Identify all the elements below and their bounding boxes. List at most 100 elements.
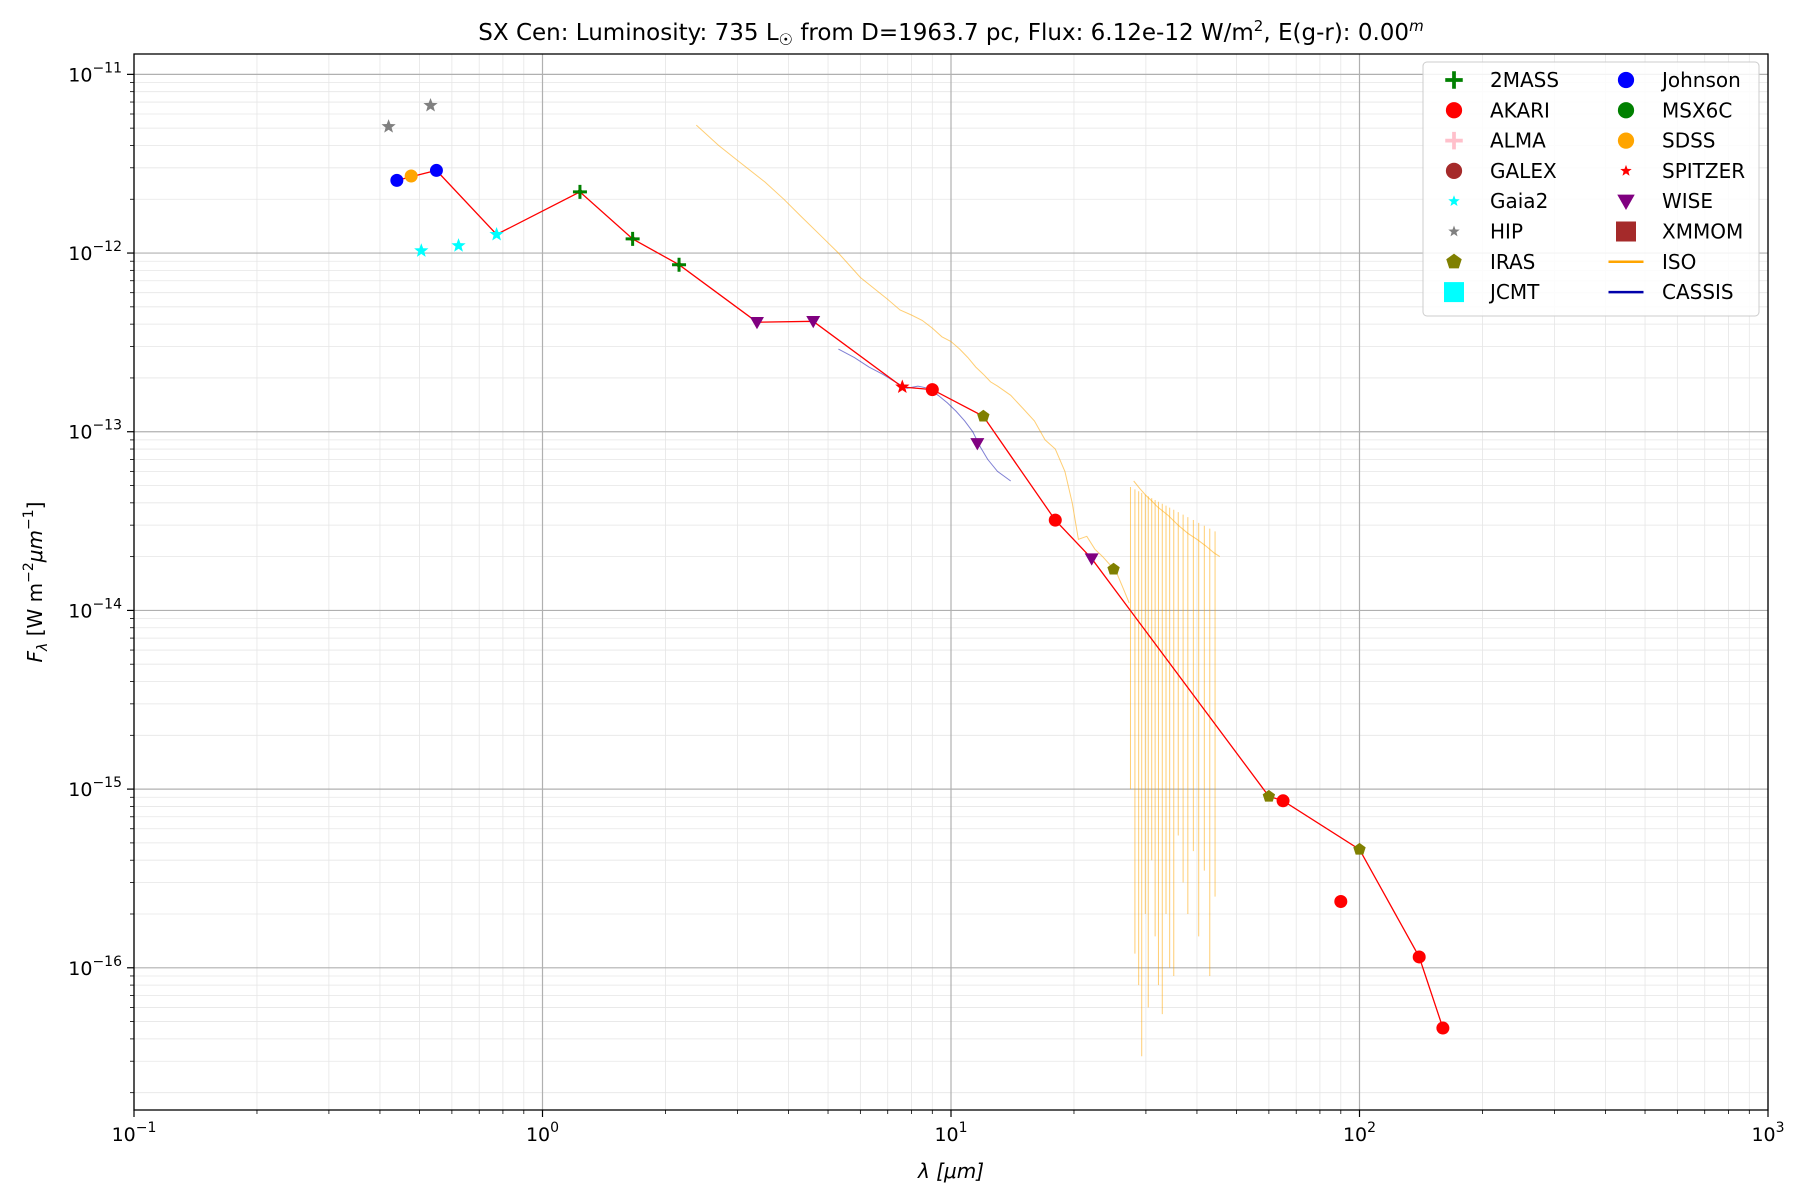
- spitzer-points: [895, 379, 910, 394]
- iso-spectrum: [1133, 480, 1221, 558]
- legend-marker-iras: [1446, 253, 1462, 269]
- legend-label: ALMA: [1490, 129, 1546, 153]
- legend: 2MASS AKARI ALMA GALEX Gaia2 HIP IRAS JCMT Johns…: [1422, 61, 1760, 317]
- legend-entry-galex: GALEX: [1445, 159, 1557, 183]
- 2mass-point: [625, 231, 640, 246]
- iso-noise-spikes: [1129, 487, 1216, 1057]
- legend-marker-2mass: [1445, 71, 1463, 89]
- legend-label: GALEX: [1490, 159, 1557, 183]
- 2mass-points: [572, 184, 687, 272]
- wise-point: [749, 316, 764, 330]
- spitzer-point: [895, 379, 910, 394]
- ticks-layer: [127, 73, 1769, 1117]
- legend-marker-hip: [1448, 225, 1460, 237]
- legend-entry-spitzer: SPITZER: [1620, 159, 1745, 183]
- legend-entry-cassis: CASSIS: [1608, 280, 1734, 304]
- akari-point: [925, 383, 939, 397]
- iras-point: [1353, 842, 1366, 855]
- akari-point: [1412, 950, 1426, 964]
- iso-spectrum: [695, 124, 1130, 604]
- wise-point: [1084, 553, 1099, 566]
- legend-label: AKARI: [1490, 98, 1550, 122]
- legend-box: [1422, 61, 1760, 317]
- legend-entry-gaia2: Gaia2: [1448, 189, 1548, 213]
- legend-entry-sdss: SDSS: [1617, 129, 1716, 153]
- chart-title: SX Cen: Luminosity: 735 L☉ from D=1963.7…: [478, 17, 1423, 49]
- legend-marker-xmmom: [1616, 221, 1636, 242]
- legend-label: WISE: [1662, 189, 1713, 213]
- hip-points: [381, 97, 438, 133]
- legend-label: Johnson: [1660, 68, 1741, 92]
- iras-points: [977, 409, 1366, 855]
- gaia2-points: [414, 227, 504, 257]
- hip-point: [423, 97, 438, 112]
- akari-point: [1048, 513, 1062, 527]
- legend-label: IRAS: [1490, 250, 1535, 274]
- y-tick-label: 10−12: [68, 239, 122, 265]
- wise-points: [749, 316, 1099, 566]
- legend-entry-hip: HIP: [1448, 220, 1523, 244]
- y-tick-label: 10−16: [68, 954, 122, 980]
- legend-label: CASSIS: [1662, 280, 1734, 304]
- legend-entry-xmmom: XMMOM: [1616, 220, 1743, 244]
- gaia2-point: [489, 227, 504, 241]
- wise-point: [806, 316, 821, 329]
- y-tick-label: 10−15: [68, 775, 122, 801]
- sdss-point: [404, 169, 418, 183]
- tick-labels-layer: 10−1 100 101 102 103 10−16 10−15 10−14 10−13 10−1…: [68, 60, 1784, 1146]
- x-tick-label: 10−1: [112, 1120, 157, 1146]
- legend-label: SDSS: [1662, 129, 1716, 153]
- legend-marker-akari: [1445, 102, 1463, 119]
- legend-entry-wise: WISE: [1617, 189, 1713, 213]
- legend-entry-msx6c: MSX6C: [1617, 98, 1732, 122]
- legend-marker-msx6c: [1617, 102, 1635, 119]
- akari-point: [1276, 794, 1290, 808]
- y-tick-label: 10−14: [68, 596, 122, 622]
- legend-marker-jcmt: [1444, 282, 1464, 303]
- x-tick-label: 101: [934, 1120, 967, 1146]
- hip-point: [381, 119, 396, 133]
- legend-entry-alma: ALMA: [1445, 129, 1546, 153]
- gaia2-point: [414, 243, 429, 257]
- legend-entry-johnson: Johnson: [1617, 68, 1741, 92]
- legend-entry-iso: ISO: [1608, 250, 1696, 274]
- legend-label: XMMOM: [1662, 220, 1743, 244]
- iras-point: [1262, 789, 1276, 802]
- legend-marker-gaia2: [1448, 195, 1460, 207]
- y-tick-label: 10−11: [68, 60, 122, 86]
- 2mass-point: [672, 257, 687, 272]
- legend-marker-spitzer: [1620, 164, 1632, 176]
- legend-entry-akari: AKARI: [1445, 98, 1550, 122]
- sed-line: [396, 169, 1444, 1029]
- legend-label: JCMT: [1488, 280, 1540, 304]
- akari-point: [1436, 1021, 1450, 1035]
- legend-label: Gaia2: [1490, 189, 1548, 213]
- cassis-spectrum: [838, 348, 1011, 482]
- akari-point: [1334, 894, 1348, 908]
- legend-entry-jcmt: JCMT: [1444, 280, 1540, 304]
- legend-marker-sdss: [1617, 132, 1635, 149]
- legend-marker-wise: [1617, 194, 1635, 210]
- x-axis-label: λ [μm]: [917, 1159, 984, 1183]
- legend-label: HIP: [1490, 220, 1523, 244]
- akari-points: [925, 383, 1450, 1035]
- x-tick-label: 102: [1343, 1120, 1376, 1146]
- marker-layer: [381, 97, 1450, 1035]
- wise-point: [970, 438, 985, 451]
- legend-label: MSX6C: [1662, 98, 1732, 122]
- 2mass-point: [572, 184, 587, 199]
- legend-entry-2mass: 2MASS: [1445, 68, 1559, 92]
- johnson-point: [390, 173, 404, 187]
- johnson-point: [429, 163, 443, 177]
- x-tick-label: 103: [1751, 1120, 1784, 1146]
- legend-label: SPITZER: [1662, 159, 1745, 183]
- iras-point: [977, 409, 990, 422]
- spectra-layer: [695, 124, 1221, 1057]
- y-tick-label: 10−13: [68, 418, 122, 444]
- legend-entry-iras: IRAS: [1446, 250, 1535, 274]
- iras-point: [1107, 562, 1120, 575]
- legend-marker-alma: [1445, 131, 1463, 150]
- gaia2-point: [451, 238, 466, 252]
- legend-marker-galex: [1445, 162, 1463, 180]
